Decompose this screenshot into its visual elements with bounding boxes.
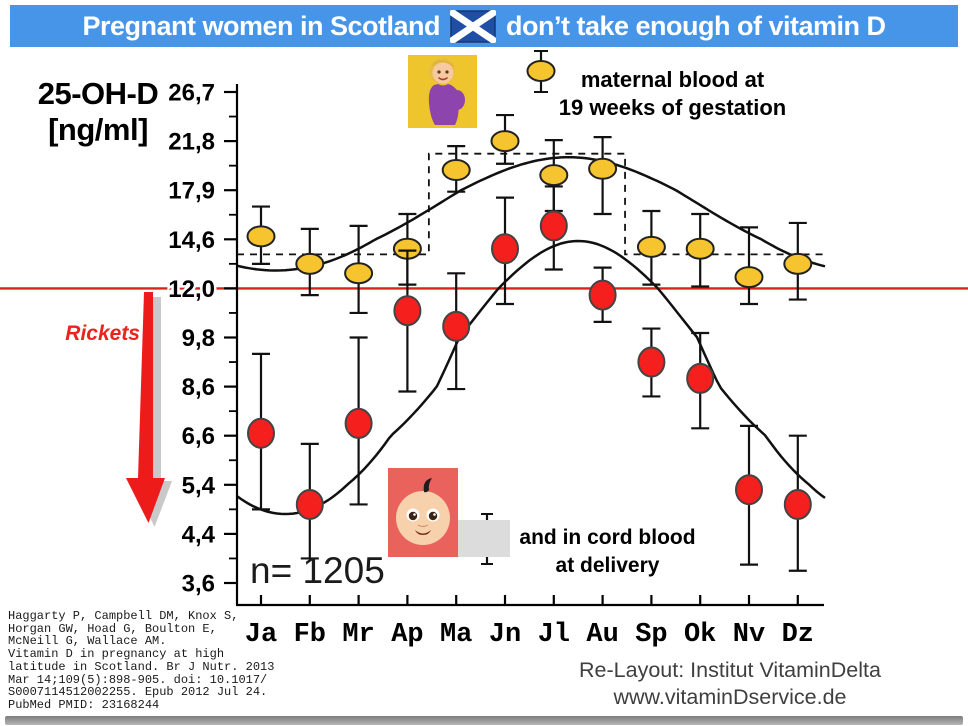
- cord-blood-point: [637, 346, 666, 378]
- cord-blood-point: [735, 474, 763, 506]
- cord-blood-point: [295, 488, 324, 520]
- maternal-blood-point: [783, 252, 813, 275]
- rickets-down-arrow: [126, 292, 165, 523]
- cord-blood-point: [539, 210, 568, 242]
- sample-size-label: n= 1205: [250, 550, 385, 591]
- y-tick-label: 17,9: [168, 178, 215, 205]
- y-tick-label: 3,6: [182, 571, 215, 598]
- maternal-blood-point: [588, 157, 618, 180]
- month-label: Fb: [294, 620, 326, 650]
- legend-cord-line1: and in cord blood: [519, 526, 696, 549]
- title-part2: don’t take enough of vitamin D: [506, 10, 886, 41]
- month-label: Mr: [342, 620, 374, 650]
- month-label: Ma: [440, 620, 472, 650]
- maternal-blood-point: [295, 252, 325, 275]
- legend-cord: and in cord blood at delivery: [505, 524, 710, 580]
- cord-blood-point: [491, 233, 519, 265]
- y-tick-label: 14,6: [168, 227, 215, 254]
- summer-window-dashed-step: [237, 152, 823, 256]
- maternal-blood-point: [636, 235, 666, 258]
- title-part1: Pregnant women in Scotland: [82, 10, 441, 41]
- month-label: Jn: [489, 620, 521, 650]
- y-axis-title: 25-OH-D [ng/ml]: [14, 76, 182, 148]
- y-tick-label: 4,4: [182, 521, 216, 548]
- y-tick-label: 5,4: [182, 472, 216, 499]
- cord-blood-point: [344, 407, 373, 439]
- legend-cord-line2: at delivery: [555, 554, 660, 577]
- month-label: Dz: [782, 620, 814, 650]
- maternal-blood-point: [441, 159, 471, 182]
- bottom-divider-bar: [5, 716, 963, 725]
- month-label: Au: [586, 620, 618, 650]
- maternal-blood-point: [734, 266, 764, 289]
- maternal-fit-curve: [236, 155, 826, 272]
- y-tick-label: 8,6: [182, 374, 215, 401]
- cord-fit-curve: [236, 239, 826, 516]
- y-tick-label: 21,8: [168, 129, 215, 156]
- y-tick-label: 26,7: [168, 80, 215, 107]
- cord-blood-point: [247, 417, 275, 449]
- citation-line: latitude in Scotland. Br J Nutr. 2013: [8, 659, 275, 674]
- legend-maternal-line2: 19 weeks of gestation: [558, 95, 787, 120]
- month-label: Ok: [684, 620, 716, 650]
- citation-line: Mar 14;109(5):898-905. doi: 10.1017/: [8, 672, 268, 687]
- citation-block: Haggarty P, Campbell DM, Knox S, Horgan G…: [8, 610, 274, 712]
- month-label: Jl: [538, 620, 570, 650]
- citation-line: S0007114512002255. Epub 2012 Jul 24.: [8, 685, 268, 700]
- footer-relayout: Re-Layout: Institut VitaminDelta: [579, 658, 881, 682]
- pregnant-woman-icon: [428, 58, 465, 125]
- citation-line: PubMed PMID: 23168244: [8, 697, 160, 712]
- header-banner: Pregnant women in Scotland don’t take en…: [10, 5, 958, 47]
- maternal-blood-point: [685, 237, 715, 260]
- cord-blood-point: [393, 295, 422, 327]
- cord-legend-marker-box: [458, 520, 510, 557]
- baby-emoji: [388, 468, 458, 557]
- maternal-blood-point: [539, 164, 569, 187]
- maternal-blood-point: [490, 130, 520, 153]
- month-label: Ap: [391, 620, 423, 650]
- baby-icon: [396, 478, 450, 545]
- citation-line: Haggarty P, Campbell DM, Knox S,: [8, 609, 239, 623]
- cord-blood-point: [442, 310, 471, 342]
- y-axis-title-line2: [ng/ml]: [48, 112, 148, 147]
- y-tick-label: 12,0: [168, 276, 215, 303]
- legend-maternal-line1: maternal blood at: [580, 67, 765, 92]
- citation-line: Horgan GW, Hoad G, Boulton E,: [8, 621, 217, 636]
- legend-maternal: maternal blood at 19 weeks of gestation: [530, 66, 815, 122]
- cord-blood-point: [588, 279, 617, 311]
- maternal-legend-marker: [526, 60, 556, 82]
- month-label: Sp: [635, 620, 667, 650]
- citation-line: McNeill G, Wallace AM.: [8, 634, 167, 649]
- maternal-blood-point: [246, 225, 276, 248]
- maternal-blood-point: [344, 262, 374, 285]
- cord-blood-point: [783, 488, 812, 520]
- pregnant-woman-emoji: [408, 55, 477, 128]
- footer-url: www.vitaminDservice.de: [613, 685, 847, 709]
- y-axis-title-line1: 25-OH-D: [37, 76, 159, 111]
- y-tick-label: 9,8: [182, 325, 215, 352]
- month-label: Ja: [245, 620, 277, 650]
- y-tick-label: 6,6: [182, 423, 215, 450]
- scotland-flag-icon: [450, 9, 497, 43]
- month-label: Nv: [733, 620, 765, 650]
- cord-blood-point: [686, 362, 715, 394]
- citation-line: Vitamin D in pregnancy at high: [8, 647, 225, 662]
- rickets-label: Rickets: [65, 322, 140, 345]
- footer: Re-Layout: Institut VitaminDelta www.vit…: [520, 657, 940, 711]
